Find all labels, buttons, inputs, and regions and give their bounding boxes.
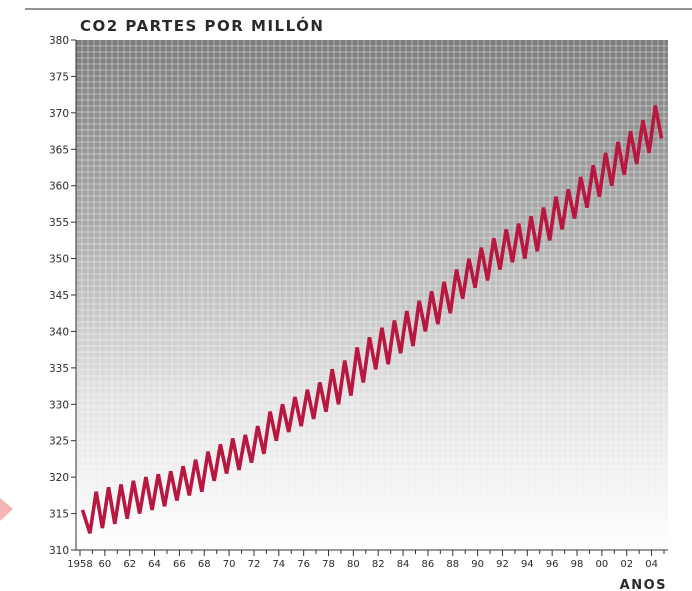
x-tick-label: 66 — [173, 559, 186, 570]
x-tick-label: 04 — [645, 559, 658, 570]
x-tick-label: 76 — [297, 559, 310, 570]
x-tick-label: 02 — [620, 559, 633, 570]
x-axis-label: ANOS — [620, 578, 667, 591]
plot-background — [76, 40, 668, 550]
x-tick-labels: 1958 60 62 64 66 68 70 72 74 76 78 80 82 84 86 88 90 92 94… — [67, 559, 658, 570]
y-tick-label: 340 — [49, 326, 69, 338]
series-layer — [80, 105, 664, 534]
y-tick-label: 320 — [49, 472, 69, 484]
y-tick-label: 355 — [49, 217, 69, 229]
x-tick-label: 88 — [446, 559, 459, 570]
y-tick-label: 360 — [49, 181, 69, 193]
axis-layer — [71, 39, 668, 556]
x-tick-label: 62 — [123, 559, 136, 570]
x-tick-label: 60 — [98, 559, 111, 570]
x-tick-label: 84 — [397, 559, 410, 570]
x-tick-label: 78 — [322, 559, 335, 570]
y-tick-label: 315 — [49, 509, 69, 521]
y-tick-label: 310 — [49, 545, 69, 557]
x-tick-label: 74 — [272, 559, 285, 570]
x-tick-label: 82 — [372, 559, 385, 570]
x-tick-label: 94 — [521, 559, 534, 570]
x-tick-label: 68 — [198, 559, 211, 570]
x-tick-label: 64 — [148, 559, 161, 570]
x-tick-label: 80 — [347, 559, 360, 570]
y-tick-label: 325 — [49, 436, 69, 448]
x-tick-label: 72 — [248, 559, 261, 570]
y-tick-label: 380 — [49, 35, 69, 47]
x-tick-label: 90 — [471, 559, 484, 570]
x-tick-label: 70 — [223, 559, 236, 570]
y-tick-label: 330 — [49, 399, 69, 411]
x-tick-label: 86 — [422, 559, 435, 570]
y-tick-labels: 310 315 320 325 330 335 340 345 350 355 360 365 370 3… — [49, 35, 69, 557]
co2-series-line — [80, 105, 664, 534]
x-tick-label: 96 — [546, 559, 559, 570]
y-tick-label: 345 — [49, 290, 69, 302]
grid-layer — [76, 40, 668, 550]
x-tick-label: 00 — [596, 559, 609, 570]
y-tick-label: 365 — [49, 144, 69, 156]
y-tick-label: 375 — [49, 71, 69, 83]
y-tick-label: 335 — [49, 363, 69, 375]
y-tick-label: 370 — [49, 108, 69, 120]
x-tick-label: 98 — [571, 559, 584, 570]
x-tick-label: 1958 — [67, 559, 92, 570]
pink-edge-mark — [0, 498, 13, 521]
chart-title: CO2 PARTES POR MILLÓN — [80, 16, 324, 35]
x-tick-label: 92 — [496, 559, 509, 570]
y-tick-label: 350 — [49, 254, 69, 266]
